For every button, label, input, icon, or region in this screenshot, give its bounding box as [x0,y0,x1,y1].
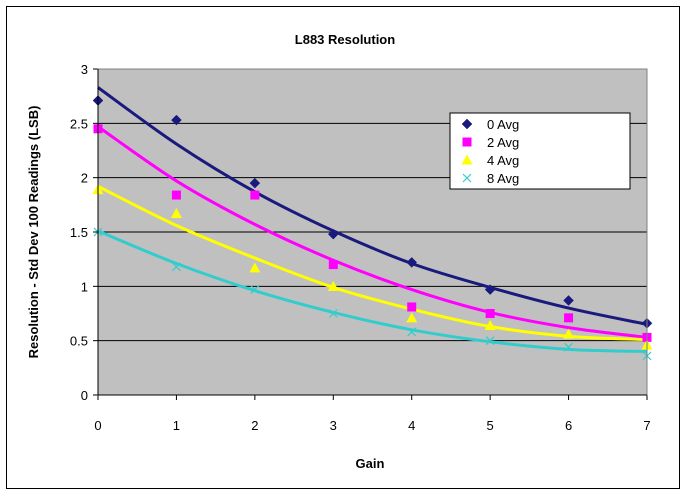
legend-label-2-avg: 2 Avg [487,135,519,150]
data-point-4-avg [484,319,496,330]
data-point-2-avg [407,302,417,312]
data-point-0-avg [484,284,496,295]
data-point-2-avg [564,313,574,323]
x-tick-label: 1 [173,418,180,433]
y-tick-label: 1.5 [70,225,88,240]
data-point-0-avg [171,114,182,126]
legend-label-4-avg: 4 Avg [487,153,519,168]
data-point-8-avg [485,336,495,346]
data-point-4-avg [249,262,261,273]
y-tick-label: 0.5 [70,334,88,349]
legend-marker-8-avg [462,173,472,183]
legend-label-0-avg: 0 Avg [487,117,519,132]
data-point-8-avg [172,262,181,272]
data-point-0-avg [563,295,574,306]
trendline-2-avg [97,125,648,339]
data-point-2-avg [171,190,181,200]
trendline-0-avg [97,86,648,326]
data-point-0-avg [406,257,418,268]
data-point-8-avg [250,285,260,295]
data-point-0-avg [327,228,339,240]
legend-marker-4-avg [461,154,473,165]
x-marker-stroke [564,342,573,352]
x-marker-stroke [485,336,495,346]
y-axis-title: Resolution - Std Dev 100 Readings (LSB) [26,106,41,359]
x-tick-label: 2 [251,418,258,433]
data-point-2-avg [250,190,260,200]
data-point-4-avg [406,312,418,323]
x-marker-stroke [172,262,181,272]
data-point-8-avg [407,327,417,337]
y-tick-label: 0 [81,388,88,403]
legend-label-8-avg: 8 Avg [487,171,519,186]
y-tick-label: 3 [81,62,88,77]
y-tick-label: 2 [81,171,88,186]
x-tick-label: 5 [487,418,494,433]
x-marker-stroke [250,285,260,295]
data-point-2-avg [328,260,338,270]
x-marker-stroke [462,173,472,183]
data-point-4-avg [563,328,575,339]
data-point-2-avg [485,309,495,318]
x-tick-label: 6 [565,418,572,433]
trendline-4-avg [97,185,648,342]
data-point-0-avg [249,177,261,189]
y-tick-label: 2.5 [70,116,88,131]
legend-box [449,112,631,190]
x-tick-label: 3 [330,418,337,433]
data-point-8-avg [328,309,338,318]
x-tick-label: 4 [408,418,415,433]
chart-title: L883 Resolution [295,32,395,47]
x-axis-title: Gain [356,456,385,471]
legend-marker-0-avg [461,118,473,130]
y-tick-label: 1 [81,279,88,294]
data-point-8-avg [564,342,573,352]
x-tick-label: 7 [643,418,650,433]
data-point-4-avg [327,280,339,291]
legend: 0 Avg 2 Avg 4 Avg 8 Avg [449,112,631,190]
x-marker-stroke [407,327,417,337]
data-point-4-avg [170,208,182,219]
x-tick-label: 0 [94,418,101,433]
legend-marker-2-avg [462,137,472,147]
x-marker-stroke [328,309,338,318]
axes: 0 0.5 1 1.5 2 2.5 3 0 1 2 3 4 5 6 7 [70,62,651,433]
